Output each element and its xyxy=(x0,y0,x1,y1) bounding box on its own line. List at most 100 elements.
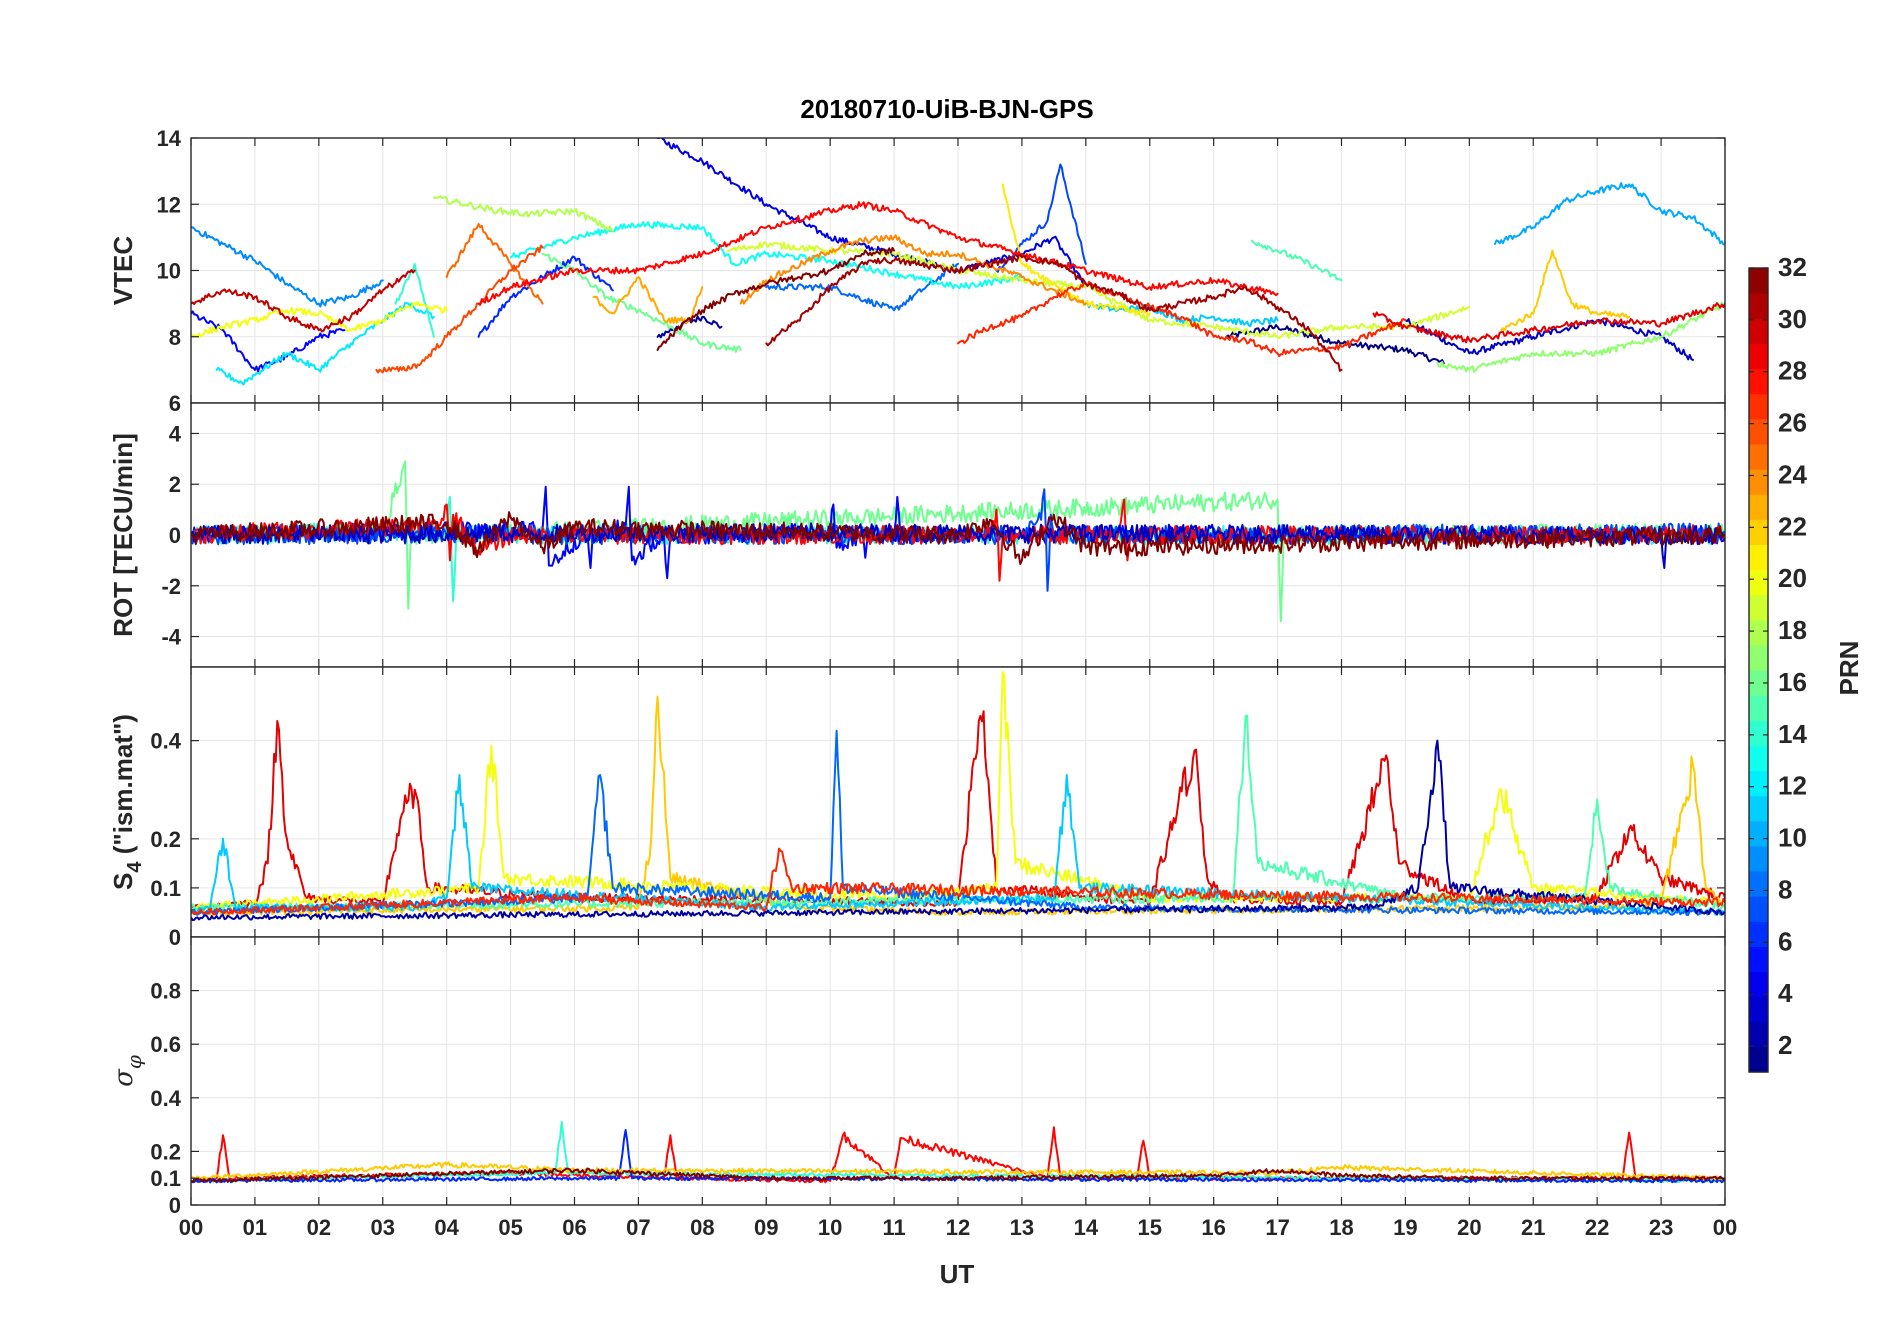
series-prn-26 xyxy=(375,244,544,374)
x-tick-label: 12 xyxy=(946,1215,970,1240)
colorbar-swatch xyxy=(1749,720,1768,746)
x-tick-label: 14 xyxy=(1074,1215,1099,1240)
series-prn-1 xyxy=(1225,324,1445,365)
y-tick-label-vtec: 10 xyxy=(157,259,181,284)
colorbar-tick-label: 28 xyxy=(1778,356,1807,386)
colorbar-tick-label: 16 xyxy=(1778,667,1807,697)
y-axis-title-main: S xyxy=(108,873,138,890)
colorbar-swatch xyxy=(1749,1021,1768,1048)
colorbar-swatch xyxy=(1749,343,1768,370)
y-tick-label-vtec: 8 xyxy=(169,325,181,350)
colorbar-swatch xyxy=(1749,871,1768,897)
series-prn-3 xyxy=(191,522,1725,569)
colorbar-tick-label: 24 xyxy=(1778,459,1807,489)
y-axis-title-subscript: φ xyxy=(122,1055,146,1069)
colorbar-swatch xyxy=(1749,494,1768,520)
x-tick-label: 01 xyxy=(243,1215,267,1240)
y-tick-label-vtec: 6 xyxy=(169,391,181,416)
x-axis-title: UT xyxy=(940,1259,975,1289)
series-prn-9 xyxy=(191,226,384,308)
colorbar-swatch xyxy=(1749,971,1768,998)
y-tick-label-sigma-phi: 0.6 xyxy=(150,1032,181,1057)
series-prn-14 xyxy=(394,262,435,338)
y-tick-label-rot: 2 xyxy=(169,472,181,497)
colorbar-tick-label: 6 xyxy=(1778,926,1792,956)
y-tick-label-rot: -2 xyxy=(161,574,181,599)
colorbar-swatch xyxy=(1749,368,1768,395)
colorbar-swatch xyxy=(1749,1046,1768,1073)
series-prn-20 xyxy=(191,300,448,338)
series-prn-31 xyxy=(765,253,1343,372)
x-tick-label: 22 xyxy=(1585,1215,1609,1240)
y-tick-label-s4: 0.1 xyxy=(150,876,181,901)
colorbar-tick-label: 10 xyxy=(1778,823,1807,853)
y-axis-title-s4: S4 ("ism.mat") xyxy=(108,714,146,890)
colorbar-swatch xyxy=(1749,569,1768,596)
colorbar-frame xyxy=(1748,267,1769,1073)
y-tick-label-sigma-phi: 0.4 xyxy=(150,1086,181,1111)
colorbar-tick-label: 2 xyxy=(1778,1030,1792,1060)
y-tick-label-rot: 4 xyxy=(169,421,182,446)
colorbar-tick-label: 18 xyxy=(1778,615,1807,645)
series-prn-21 xyxy=(1001,183,1151,317)
x-tick-label: 09 xyxy=(754,1215,778,1240)
x-tick-label: 11 xyxy=(882,1215,905,1240)
y-tick-label-vtec: 14 xyxy=(157,126,182,151)
series-prn-18 xyxy=(432,195,614,232)
series-prn-11 xyxy=(191,774,1725,916)
y-axis-title-sigma-phi: σφ xyxy=(109,1055,146,1087)
x-tick-label: 08 xyxy=(690,1215,714,1240)
colorbar-tick-label: 22 xyxy=(1778,511,1807,541)
colorbar-swatch xyxy=(1749,670,1768,696)
x-tick-label: 00 xyxy=(179,1215,203,1240)
series-group-rot xyxy=(191,460,1725,623)
y-tick-label-rot: 0 xyxy=(169,523,181,548)
colorbar-tick-label: 20 xyxy=(1778,563,1807,593)
x-tick-label: 05 xyxy=(498,1215,522,1240)
series-prn-27 xyxy=(191,847,1725,916)
series-prn-28 xyxy=(477,201,1279,306)
colorbar-tick-label: 26 xyxy=(1778,408,1807,438)
y-tick-label-rot: -4 xyxy=(161,625,181,650)
series-prn-27 xyxy=(957,280,1407,358)
series-prn-30 xyxy=(191,269,416,333)
colorbar-tick-label: 4 xyxy=(1778,978,1793,1008)
colorbar-swatch xyxy=(1749,544,1768,571)
panel-rot: -4 -2 0 2 4 ROT [TECU/min] xyxy=(108,402,1726,668)
series-prn-32 xyxy=(656,246,896,351)
y-axis-title-rot: ROT [TECU/min] xyxy=(108,433,138,637)
series-prn-29 xyxy=(1372,302,1725,344)
colorbar-swatch xyxy=(1749,795,1768,822)
colorbar-tick-label: 30 xyxy=(1778,304,1807,334)
colorbar-swatch xyxy=(1749,644,1768,671)
colorbar-swatch xyxy=(1749,469,1768,495)
y-tick-label-s4: 0.4 xyxy=(150,729,181,754)
colorbar-swatch xyxy=(1749,594,1768,621)
x-tick-label: 03 xyxy=(371,1215,395,1240)
series-prn-24 xyxy=(739,234,1087,306)
y-tick-label-sigma-phi: 0.1 xyxy=(150,1166,181,1191)
y-tick-label-s4: 0 xyxy=(169,925,181,950)
series-prn-12 xyxy=(215,301,435,386)
colorbar-swatch xyxy=(1749,418,1768,445)
colorbar-swatch xyxy=(1749,770,1768,797)
series-prn-13 xyxy=(509,221,1023,290)
colorbar-swatch xyxy=(1749,996,1768,1023)
series-prn-3 xyxy=(1404,318,1694,361)
x-axis-tick-labels: 00 01 02 03 04 05 06 07 08 09 10 11 12 13 14 15 16 17 18 19… xyxy=(179,1215,1737,1240)
x-tick-label: 23 xyxy=(1649,1215,1673,1240)
colorbar-swatch xyxy=(1749,845,1768,872)
colorbar-swatch xyxy=(1749,619,1768,646)
colorbar-tick-label: 8 xyxy=(1778,874,1792,904)
series-prn-8 xyxy=(765,262,959,312)
y-axis-title-vtec: VTEC xyxy=(108,236,138,306)
x-tick-label: 21 xyxy=(1521,1215,1545,1240)
colorbar-swatch xyxy=(1749,443,1768,470)
colorbar-tick-label: 12 xyxy=(1778,771,1807,801)
series-prn-2 xyxy=(191,739,1725,922)
colorbar-swatch xyxy=(1749,293,1768,319)
colorbar-swatch xyxy=(1749,318,1768,344)
series-group-sigma-phi xyxy=(191,1120,1725,1184)
series-prn-15 xyxy=(1251,239,1343,282)
